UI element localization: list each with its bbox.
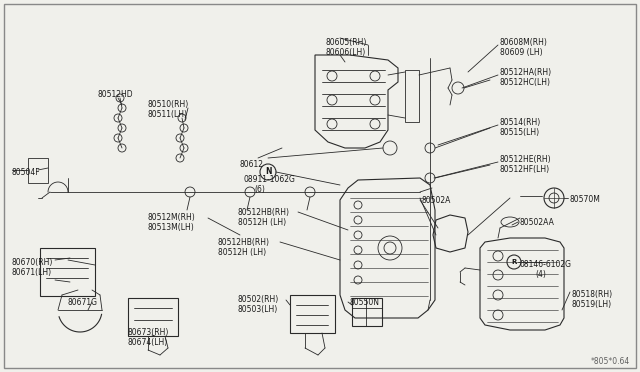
Text: 80606(LH): 80606(LH) xyxy=(326,48,366,57)
Text: R: R xyxy=(511,259,516,265)
Text: 80671G: 80671G xyxy=(68,298,98,307)
Text: 80673(RH): 80673(RH) xyxy=(128,328,170,337)
Text: 80502AA: 80502AA xyxy=(520,218,555,227)
Text: 80671(LH): 80671(LH) xyxy=(12,268,52,277)
Text: 80512HE(RH): 80512HE(RH) xyxy=(500,155,552,164)
Text: 80503(LH): 80503(LH) xyxy=(238,305,278,314)
Bar xyxy=(352,298,382,326)
Text: 80513M(LH): 80513M(LH) xyxy=(148,223,195,232)
Text: 80570M: 80570M xyxy=(570,195,601,204)
Text: 80512HA(RH): 80512HA(RH) xyxy=(500,68,552,77)
Bar xyxy=(28,158,48,183)
Text: 80670(RH): 80670(RH) xyxy=(12,258,53,267)
Text: 80609 (LH): 80609 (LH) xyxy=(500,48,543,57)
Text: 80502A: 80502A xyxy=(422,196,451,205)
Text: 80510(RH): 80510(RH) xyxy=(148,100,189,109)
Text: 80674(LH): 80674(LH) xyxy=(128,338,168,347)
Text: 08146-6102G: 08146-6102G xyxy=(520,260,572,269)
Text: *805*0.64: *805*0.64 xyxy=(591,357,630,366)
Text: 80514(RH): 80514(RH) xyxy=(500,118,541,127)
Text: 80512H (LH): 80512H (LH) xyxy=(218,248,266,257)
Text: 80519(LH): 80519(LH) xyxy=(572,300,612,309)
Bar xyxy=(405,70,419,122)
Text: 08911-1062G: 08911-1062G xyxy=(244,175,296,184)
Text: 80512HB(RH): 80512HB(RH) xyxy=(238,208,290,217)
Text: 80515(LH): 80515(LH) xyxy=(500,128,540,137)
Text: 80504F: 80504F xyxy=(12,168,40,177)
Text: 80512HB(RH): 80512HB(RH) xyxy=(218,238,270,247)
Text: N: N xyxy=(265,167,271,176)
Text: 80512HF(LH): 80512HF(LH) xyxy=(500,165,550,174)
Text: 80518(RH): 80518(RH) xyxy=(572,290,613,299)
Text: 80512M(RH): 80512M(RH) xyxy=(148,213,196,222)
Text: 80511(LH): 80511(LH) xyxy=(148,110,188,119)
Text: (4): (4) xyxy=(535,270,546,279)
Bar xyxy=(128,298,178,336)
Text: 80512H (LH): 80512H (LH) xyxy=(238,218,286,227)
Bar xyxy=(290,295,335,333)
Text: 80550N: 80550N xyxy=(350,298,380,307)
Text: 80512HD: 80512HD xyxy=(98,90,134,99)
Text: 80512HC(LH): 80512HC(LH) xyxy=(500,78,551,87)
Text: (6): (6) xyxy=(254,185,265,194)
Text: 80608M(RH): 80608M(RH) xyxy=(500,38,548,47)
Bar xyxy=(40,248,95,296)
Text: 80502(RH): 80502(RH) xyxy=(238,295,279,304)
Text: 80612: 80612 xyxy=(240,160,264,169)
Text: 80605(RH): 80605(RH) xyxy=(326,38,367,47)
